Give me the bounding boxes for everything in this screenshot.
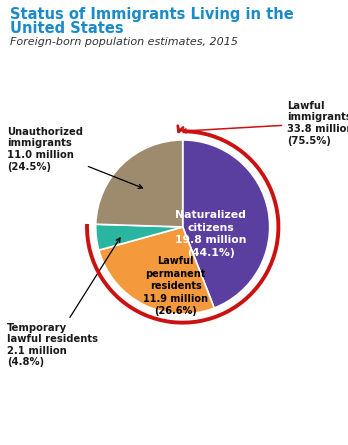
- Wedge shape: [99, 227, 214, 314]
- Text: Unauthorized
immigrants
11.0 million
(24.5%): Unauthorized immigrants 11.0 million (24…: [7, 127, 142, 188]
- Wedge shape: [183, 140, 270, 308]
- Wedge shape: [96, 224, 183, 250]
- Text: Naturalized
citizens
19.8 million
(44.1%): Naturalized citizens 19.8 million (44.1%…: [175, 210, 246, 258]
- Text: Lawful
permanent
residents
11.9 million
(26.6%): Lawful permanent residents 11.9 million …: [143, 256, 208, 316]
- Text: Lawful
immigrants
33.8 million
(75.5%): Lawful immigrants 33.8 million (75.5%): [182, 101, 348, 146]
- Text: Status of Immigrants Living in the: Status of Immigrants Living in the: [10, 7, 294, 22]
- Text: Total US foreign-born population:: Total US foreign-born population:: [153, 400, 309, 409]
- Text: 44.7 million: 44.7 million: [178, 419, 285, 434]
- Text: Temporary
lawful residents
2.1 million
(4.8%): Temporary lawful residents 2.1 million (…: [7, 238, 120, 368]
- Text: Foreign-born population estimates, 2015: Foreign-born population estimates, 2015: [10, 37, 238, 47]
- Text: United States: United States: [10, 21, 124, 36]
- Wedge shape: [96, 140, 183, 227]
